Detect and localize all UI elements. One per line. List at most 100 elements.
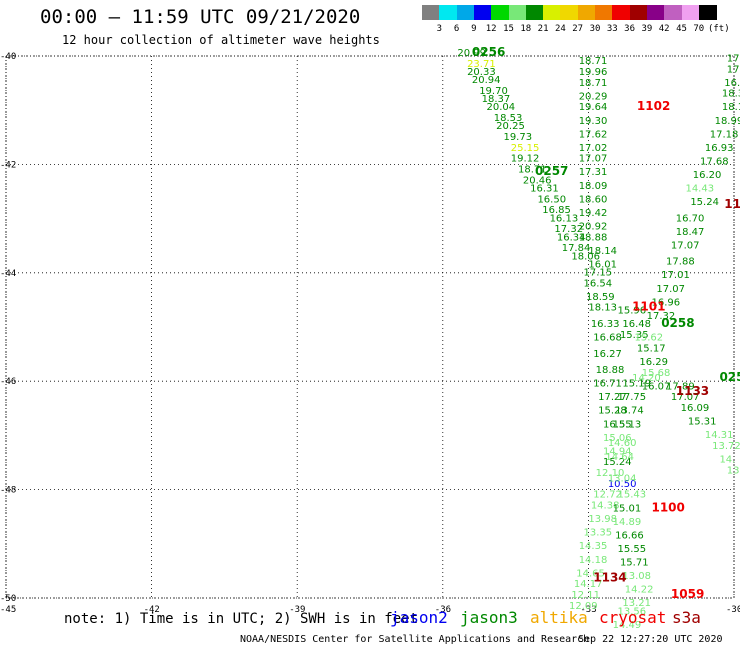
wave-height-value: 13.74	[615, 406, 644, 417]
page-subtitle: 12 hour collection of altimeter wave hei…	[62, 33, 380, 47]
wave-height-value: 17.15	[584, 268, 613, 279]
scale-label: 21	[537, 24, 549, 34]
page-title: 00:00 – 11:59 UTC 09/21/2020	[40, 6, 361, 28]
wave-height-value: 20.94	[472, 75, 501, 86]
wave-height-value: 17.27	[598, 392, 627, 403]
wave-height-value: 16.33	[591, 319, 620, 330]
scale-swatch	[698, 5, 717, 20]
scale-label: 36	[624, 24, 636, 34]
wave-height-value: 18.30	[722, 89, 740, 100]
wave-height-value: 16.50	[537, 194, 566, 205]
wave-height-value: 19.64	[579, 102, 608, 113]
wave-height-value: 14.94	[603, 446, 632, 457]
track-id-label: 0258	[661, 316, 694, 330]
wave-height-value: 16.93	[705, 143, 734, 154]
wave-height-value: 16.71	[593, 379, 622, 390]
track-id-label: 1101	[632, 300, 665, 314]
scale-label: 24	[554, 24, 566, 34]
wave-height-value: 16.07	[642, 381, 671, 392]
wave-height-value: 15.01	[613, 503, 642, 514]
wave-height-value: 12.11	[571, 590, 600, 601]
wave-height-value: 15.06	[603, 433, 632, 444]
scale-swatch	[508, 5, 527, 20]
wave-height-value: 15.24	[690, 197, 719, 208]
wave-height-value: 14.65	[576, 568, 605, 579]
wave-height-value: 16.01	[588, 259, 617, 270]
wave-height-value: 23.71	[467, 59, 496, 70]
wave-height-value: 15.71	[620, 557, 649, 568]
wave-height-value: 14.35	[579, 541, 608, 552]
wave-height-value: 15.96	[618, 305, 647, 316]
wave-height-value: 18.59	[586, 292, 615, 303]
wave-height-value: 17.68	[700, 156, 729, 167]
wave-height-value: 12.10	[596, 468, 625, 479]
scale-swatch	[456, 5, 475, 20]
wave-height-value: 17.	[727, 53, 740, 64]
wave-height-value: 15.31	[688, 417, 717, 428]
wave-height-value: 13.72	[712, 441, 740, 452]
wave-height-value: 18.88	[596, 365, 625, 376]
scale-swatch	[646, 5, 665, 20]
wave-height-value: 14.	[719, 455, 735, 466]
wave-height-value: 19.12	[511, 154, 540, 165]
wave-height-value: 18.14	[588, 246, 617, 257]
wave-height-value: 17.62	[579, 129, 608, 140]
wave-height-value: 14.20	[632, 373, 661, 384]
wave-height-value: 15.24	[603, 457, 632, 468]
scale-label: 70	[693, 24, 705, 34]
wave-height-value: 16.96	[651, 297, 680, 308]
wave-height-value: 17.89	[666, 381, 695, 392]
wave-height-value: 19.96	[579, 67, 608, 78]
wave-height-value: 17.07	[656, 284, 685, 295]
wave-height-value: 20.04	[486, 102, 515, 113]
wave-height-value: 17.32	[647, 311, 676, 322]
scale-swatch	[664, 5, 682, 20]
wave-height-value: 18.47	[676, 227, 705, 238]
wave-height-value: 20.33	[467, 67, 496, 78]
wave-height-value: 17.18	[710, 129, 739, 140]
wave-height-value: 19.42	[579, 208, 608, 219]
y-tick-label: -44	[0, 269, 16, 279]
wave-height-value: 15.43	[618, 490, 647, 501]
x-tick-label: -30	[726, 605, 740, 615]
wave-height-value: 14.43	[685, 184, 714, 195]
track-id-label: 11	[724, 197, 740, 211]
wave-height-value: 14.60	[608, 438, 637, 449]
y-tick-label: -48	[0, 486, 16, 496]
wave-height-value: 19.70	[479, 86, 508, 97]
satellite-name-cryosat: cryosat	[599, 608, 667, 627]
wave-height-value: 16.34	[557, 232, 586, 243]
wave-height-value: 17.31	[579, 167, 608, 178]
satellite-name-jason2: jason2	[390, 608, 448, 627]
wave-height-value: 18.09	[579, 181, 608, 192]
scale-swatch	[681, 5, 700, 20]
track-id-label: 1100	[651, 500, 684, 514]
scale-label: 42	[658, 24, 670, 34]
wave-height-value: 16.68	[593, 333, 622, 344]
scale-swatch	[422, 5, 440, 20]
satellite-name-jason3: jason3	[460, 608, 518, 627]
track-id-label: 0256	[472, 45, 505, 59]
wave-height-value: 16.85	[542, 205, 571, 216]
scale-swatch	[629, 5, 648, 20]
satellite-name-s3a: s3a	[672, 608, 701, 627]
x-tick-label: -42	[144, 605, 160, 615]
wave-height-value: 19.30	[579, 116, 608, 127]
y-tick-label: -46	[0, 377, 16, 387]
wave-height-value: 13.08	[622, 571, 651, 582]
wave-height-value: 16.13	[550, 213, 579, 224]
wave-height-value: 15.68	[642, 368, 671, 379]
scale-label: 18	[520, 24, 532, 34]
wave-height-value: 15.28	[598, 406, 627, 417]
wave-height-value: 13	[727, 465, 740, 476]
wave-height-value: 14.18	[579, 555, 608, 566]
wave-height-value: 17.07	[671, 240, 700, 251]
wave-height-value: 18.71	[518, 165, 547, 176]
scale-swatch	[560, 5, 579, 20]
scale-swatch	[473, 5, 492, 20]
wave-height-value: 13.35	[584, 528, 613, 539]
wave-height-value: 18.53	[494, 113, 523, 124]
wave-height-value: 18.13	[588, 303, 617, 314]
wave-height-value: 18.71	[579, 56, 608, 67]
wave-height-value: 18.99	[715, 116, 740, 127]
